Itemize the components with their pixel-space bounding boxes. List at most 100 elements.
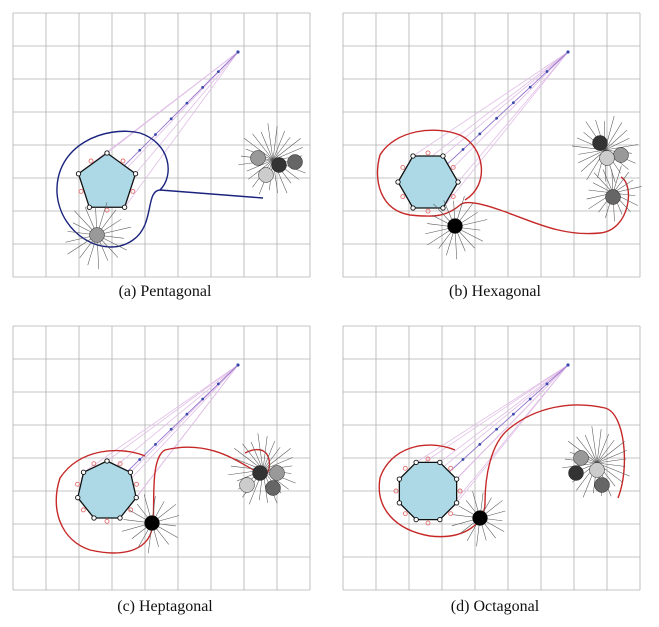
- vertex-marker: [396, 500, 403, 506]
- agent-marker: [252, 465, 268, 481]
- agent-marker: [472, 510, 488, 526]
- sensor-ray: [612, 171, 630, 194]
- vertex-marker: [453, 500, 460, 506]
- beam-point: [216, 382, 220, 386]
- edge-marker: [448, 511, 454, 517]
- vertex-marker: [396, 476, 403, 482]
- plot-octagonal: [342, 325, 641, 591]
- beam-line: [412, 51, 569, 157]
- beam-line: [119, 364, 239, 519]
- panel-octagonal: (d) Octagonal: [335, 318, 655, 616]
- edge-marker: [104, 518, 110, 524]
- vertex-marker: [80, 469, 87, 475]
- edge-marker: [134, 481, 139, 487]
- sensor-ray: [262, 457, 293, 471]
- edge-marker: [450, 194, 456, 199]
- vertex-marker: [104, 150, 110, 156]
- edge-marker: [80, 507, 86, 513]
- beam-point: [512, 101, 515, 105]
- beam-apex: [566, 363, 570, 367]
- beam-point: [545, 70, 549, 73]
- beam-line: [135, 51, 239, 174]
- beam-point: [461, 458, 465, 461]
- sensor-ray: [593, 172, 614, 194]
- agent-marker: [250, 150, 266, 166]
- agent-marker: [287, 154, 303, 170]
- vertex-marker: [133, 495, 139, 501]
- agent-marker: [239, 477, 255, 493]
- beam-point: [216, 70, 220, 74]
- agent-marker: [594, 477, 610, 493]
- sensor-ray: [262, 436, 268, 471]
- sensor-ray: [267, 123, 274, 161]
- vertex-marker: [413, 516, 419, 523]
- edge-marker: [400, 165, 406, 170]
- sensor-rays: [571, 116, 638, 183]
- sensor-ray: [596, 462, 626, 467]
- beam-point: [461, 148, 465, 151]
- agent-marker: [589, 462, 605, 478]
- beam-apex: [236, 50, 240, 54]
- panel-pentagonal: (a) Pentagonal: [5, 5, 325, 303]
- sensor-ray: [591, 426, 598, 464]
- agent-marker: [613, 147, 629, 163]
- sensor-ray: [246, 159, 274, 172]
- edge-marker: [450, 165, 456, 170]
- trajectory: [56, 130, 264, 248]
- beam-apex: [236, 363, 240, 367]
- edge-marker: [78, 188, 84, 194]
- edge-marker: [75, 481, 80, 487]
- agent-marker: [258, 167, 274, 183]
- caption-pentagonal: (a) Pentagonal: [118, 283, 212, 300]
- beam-lines: [399, 363, 570, 520]
- vertex-marker: [117, 515, 123, 521]
- edge-marker: [402, 511, 408, 517]
- sensor-ray: [272, 126, 278, 161]
- beam-line: [439, 364, 569, 463]
- beam-line: [456, 364, 569, 480]
- agent-marker: [447, 218, 463, 234]
- sensor-ray: [272, 137, 291, 161]
- grid: [12, 325, 311, 591]
- beam-point: [545, 382, 549, 386]
- agent-marker: [271, 157, 287, 173]
- edge-marker: [120, 158, 126, 164]
- beam-point: [169, 117, 173, 121]
- sensor-ray: [257, 433, 264, 471]
- sensor-ray: [596, 441, 625, 464]
- grid: [12, 12, 311, 278]
- vertex-marker: [410, 205, 416, 211]
- beam-point: [528, 85, 532, 89]
- edge-marker: [393, 488, 399, 494]
- sensor-ray: [596, 440, 615, 464]
- beam-point: [495, 427, 498, 431]
- sensor-ray: [578, 149, 606, 155]
- beam-point: [495, 116, 498, 120]
- sensor-ray: [596, 450, 627, 464]
- vertex-marker: [104, 458, 110, 464]
- trajectory: [378, 404, 626, 538]
- edge-marker: [400, 194, 406, 199]
- polygon-shape: [77, 152, 137, 208]
- beam-line: [415, 364, 569, 463]
- vertex-marker: [410, 153, 416, 159]
- beam-line: [124, 51, 239, 208]
- edge-marker: [91, 461, 97, 467]
- edge-marker: [425, 520, 431, 526]
- vertex-marker: [75, 495, 81, 501]
- sensor-ray: [252, 133, 274, 161]
- beam-point: [138, 148, 142, 152]
- beam-line: [130, 364, 239, 473]
- vertex-marker: [395, 179, 401, 185]
- beam-point: [185, 101, 189, 105]
- sensor-ray: [596, 429, 602, 464]
- beam-point: [138, 458, 142, 461]
- agent-marker: [269, 465, 285, 481]
- agent-marker: [89, 227, 105, 243]
- edge-marker: [128, 507, 134, 513]
- sensor-ray: [596, 458, 627, 464]
- sensor-ray: [611, 169, 614, 194]
- panel-hexagonal: (b) Hexagonal: [335, 5, 655, 303]
- beam-axis: [106, 51, 239, 184]
- sensor-ray: [604, 129, 628, 151]
